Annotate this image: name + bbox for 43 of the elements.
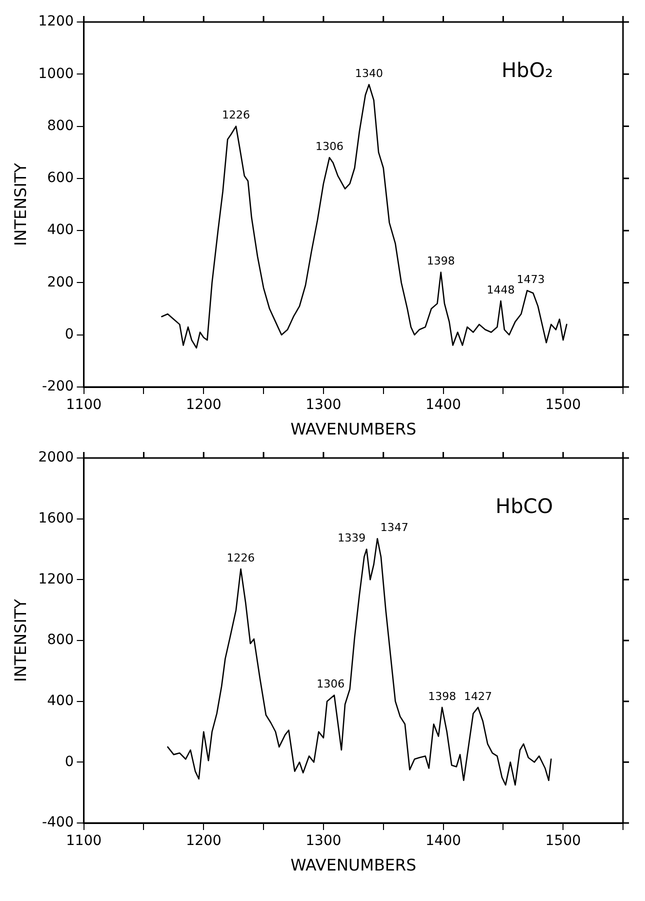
x-axis-title: WAVENUMBERS [290, 420, 416, 439]
x-tick-label: 1400 [425, 397, 462, 414]
y-tick-label: 200 [47, 274, 74, 290]
y-tick-label: 1600 [38, 510, 74, 526]
y-tick-label: 1200 [38, 14, 74, 30]
y-tick-label: 400 [47, 692, 74, 709]
y-tick-label: 1000 [38, 66, 74, 82]
annotation: 1340 [354, 66, 383, 80]
annotation: 1339 [338, 532, 366, 545]
y-tick-label: 0 [64, 326, 74, 342]
x-tick-label: 1200 [186, 397, 222, 414]
annotation: 1306 [316, 678, 345, 691]
x-tick-label: 1300 [306, 833, 342, 850]
y-tick-label: 0 [64, 754, 74, 770]
x-tick-label: 1200 [186, 833, 222, 850]
y-tick-label: 2000 [38, 450, 74, 466]
annotation: 1448 [486, 283, 515, 296]
y-tick-label: 400 [47, 222, 74, 238]
annotation: 1427 [464, 690, 492, 703]
x-tick-label: 1100 [66, 397, 102, 414]
y-tick-label: -200 [42, 378, 74, 395]
y-tick-label: -400 [42, 814, 74, 831]
x-tick-label: 1400 [425, 833, 462, 850]
x-axis-title: WAVENUMBERS [290, 856, 416, 875]
y-tick-label: 1200 [38, 571, 74, 588]
y-tick-label: 800 [47, 632, 74, 648]
y-tick-label: 600 [47, 170, 74, 186]
text: HbO₂ [502, 58, 553, 82]
x-tick-label: 1300 [306, 397, 342, 414]
annotation: 1306 [315, 140, 344, 153]
x-tick-label: 1100 [66, 833, 102, 850]
annotation: 1473 [516, 272, 545, 286]
annotation: 1226 [222, 108, 250, 122]
annotation: 1398 [428, 690, 456, 703]
annotation: 1398 [426, 254, 455, 268]
x-tick-label: 1500 [545, 833, 581, 850]
y-tick-label: 800 [47, 118, 74, 134]
annotation: 1347 [380, 520, 408, 534]
annotation: 1226 [226, 551, 255, 564]
text: HbCO [496, 494, 553, 518]
x-tick-label: 1500 [545, 397, 581, 414]
y-axis-title: INTENSITY [10, 598, 30, 682]
y-axis-title: INTENSITY [10, 162, 30, 246]
